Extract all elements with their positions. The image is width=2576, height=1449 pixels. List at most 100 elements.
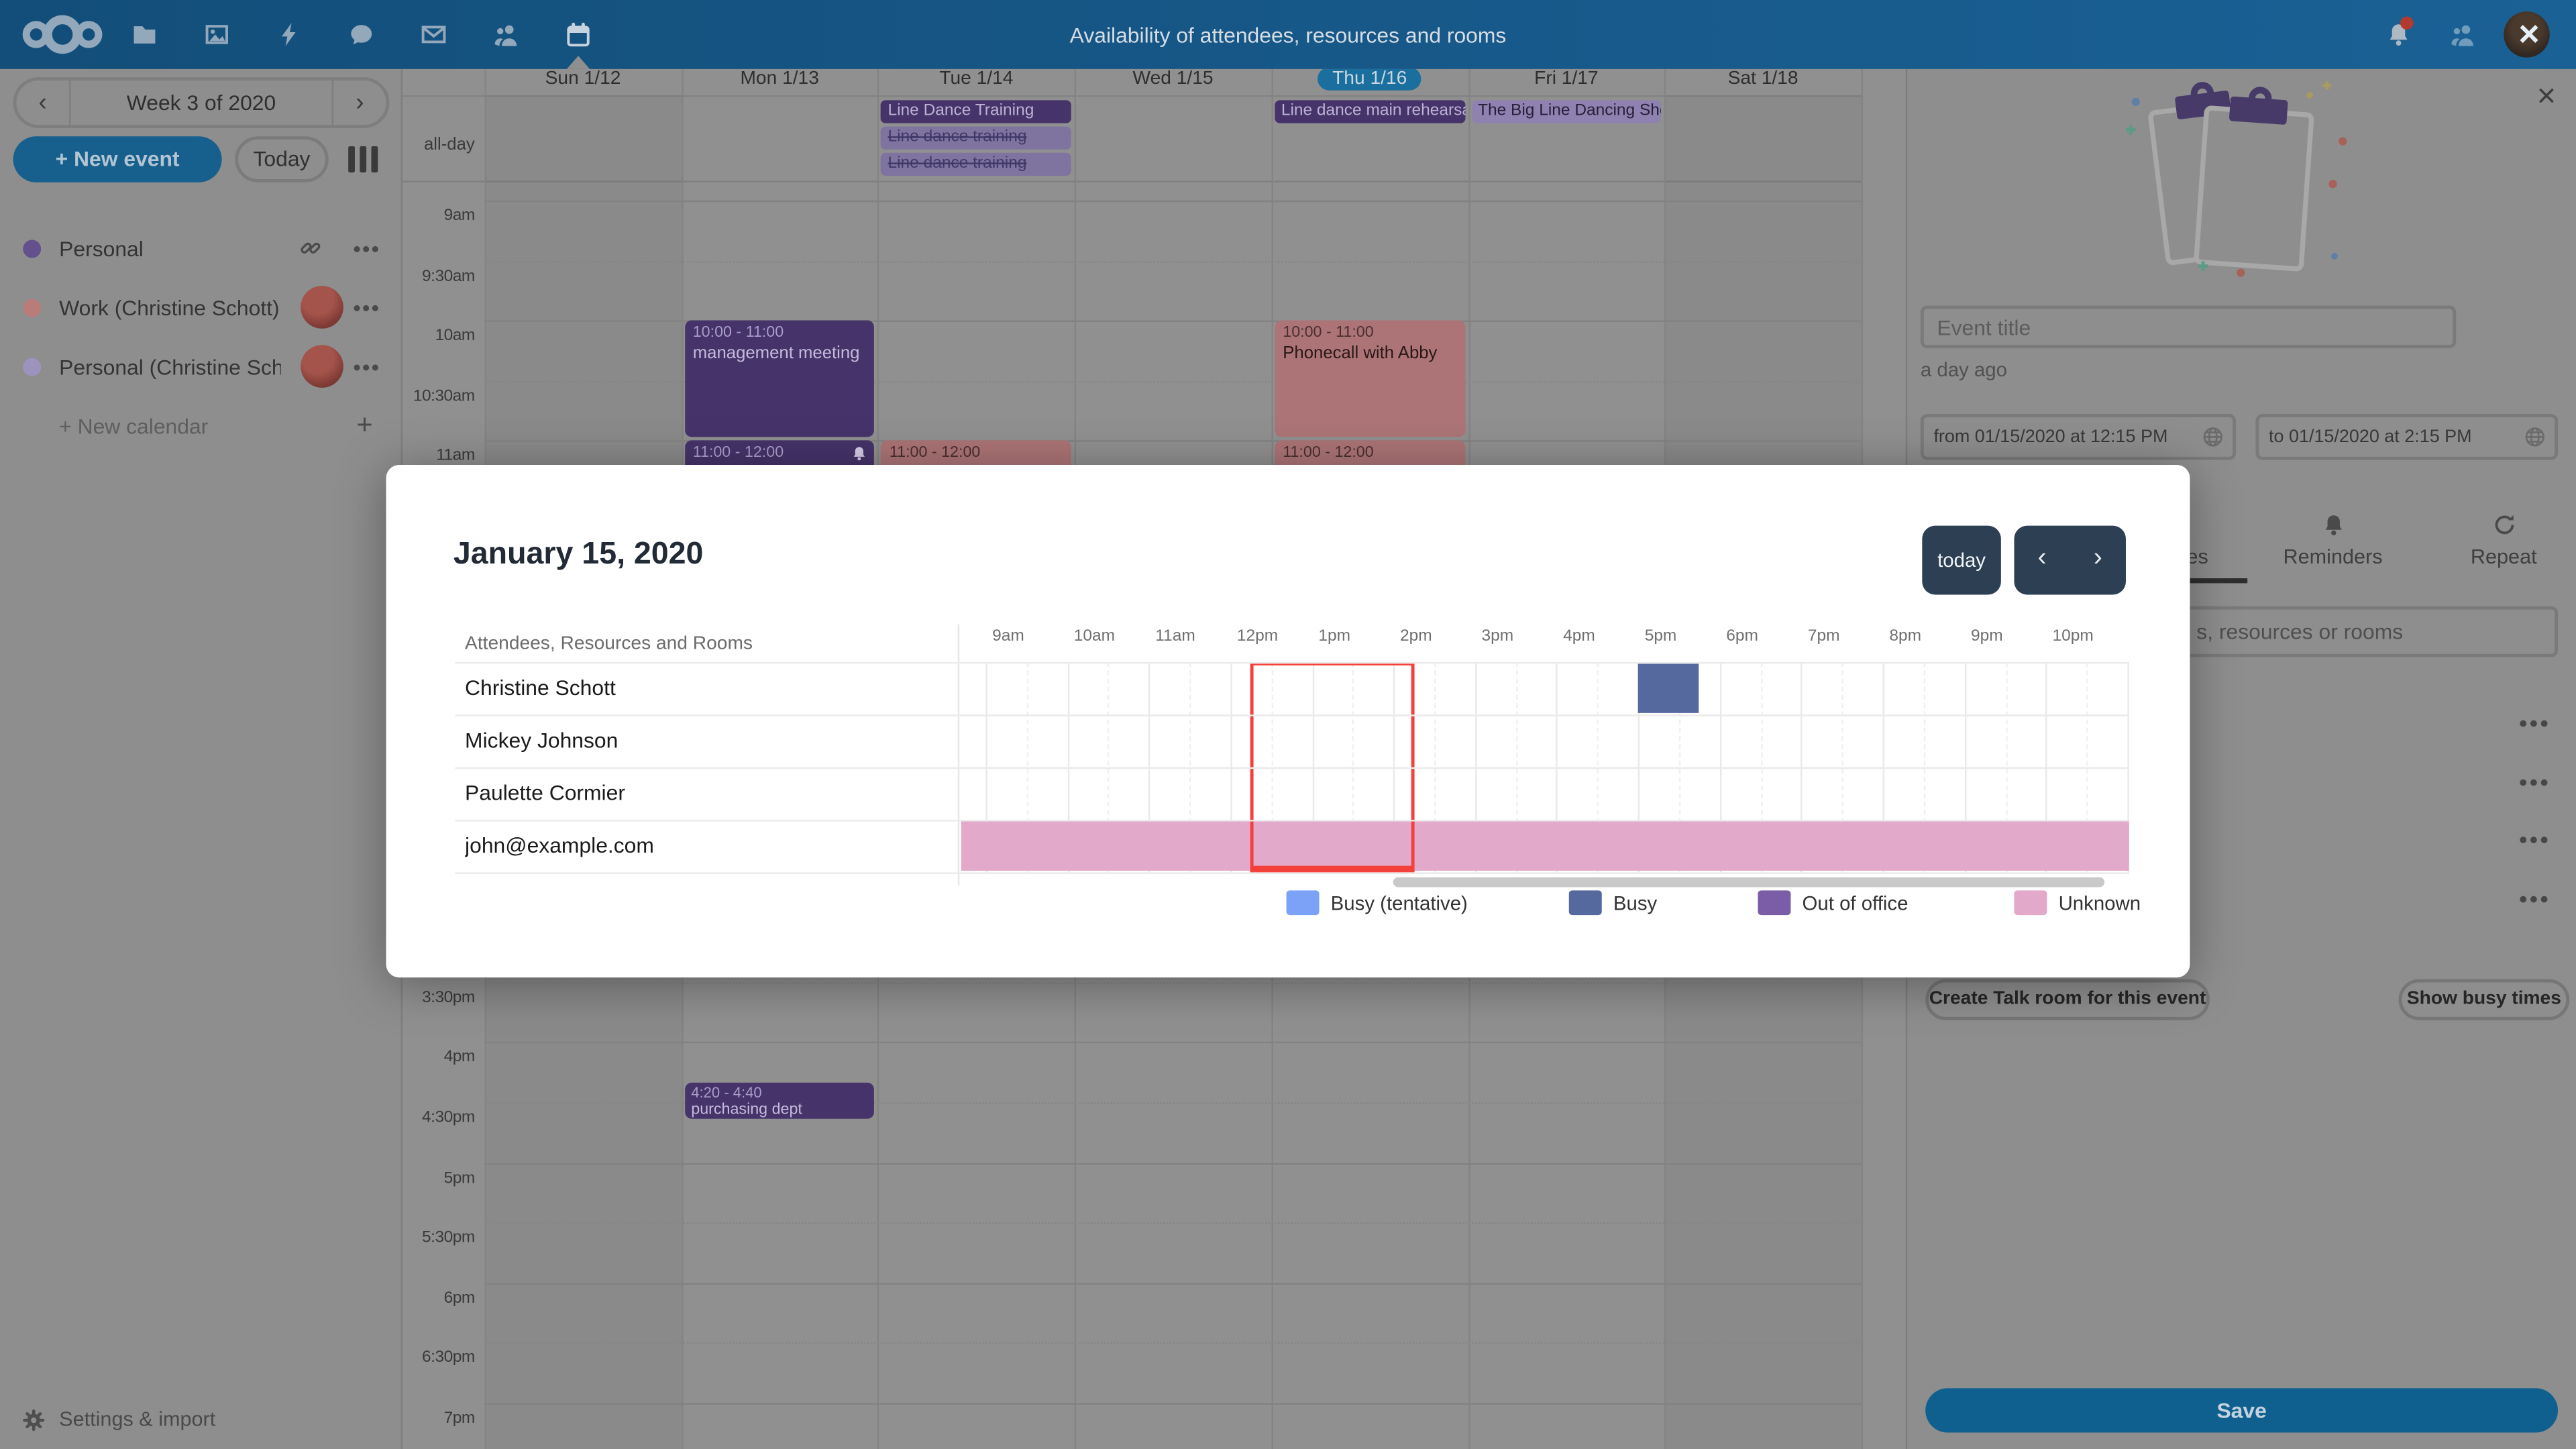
day-header[interactable]: Sat 1/18 [1727, 68, 1799, 89]
time-gutter-label: 6:30pm [422, 1349, 475, 1368]
legend-item: Out of office [1758, 890, 1908, 916]
show-busy-times-button[interactable]: Show busy times [2398, 979, 2570, 1020]
time-gutter-label: 5:30pm [422, 1229, 475, 1248]
divider [331, 80, 334, 125]
timeline-hour-label: 11am [1155, 627, 1195, 646]
calendar-owner-avatar [301, 345, 343, 388]
timeline-hour-label: 2pm [1399, 627, 1432, 646]
allday-event[interactable]: The Big Line Dancing Show [1471, 100, 1662, 123]
attendee-search-input[interactable]: s, resources or rooms [1920, 606, 2559, 657]
modal-prev-day-button[interactable]: ‹ [2037, 543, 2047, 572]
week-label[interactable]: Week 3 of 2020 [126, 90, 276, 115]
start-datetime-input[interactable]: from 01/15/2020 at 12:15 PM [1920, 414, 2237, 460]
calendar-actions-menu-icon[interactable]: ••• [353, 354, 381, 379]
photos-app-icon[interactable] [204, 0, 230, 69]
save-button[interactable]: Save [1925, 1388, 2559, 1433]
attendee-actions-menu-icon[interactable]: ••• [2519, 885, 2551, 912]
attendee-actions-menu-icon[interactable]: ••• [2519, 709, 2551, 737]
next-week-button[interactable]: › [356, 89, 364, 117]
event-time: 4:20 - 4:40 [691, 1083, 762, 1101]
today-button[interactable]: Today [235, 136, 329, 182]
grid-hour-line [484, 200, 1862, 203]
contacts-menu-icon[interactable] [2449, 21, 2475, 48]
time-gutter-label: 4pm [443, 1049, 476, 1067]
left-sidebar: ‹ Week 3 of 2020 › + New event Today Per… [0, 68, 403, 1449]
end-datetime-input[interactable]: to 01/15/2020 at 2:15 PM [2255, 414, 2559, 460]
event-time: 10:00 - 11:00 [692, 323, 784, 342]
timeline-scrollbar[interactable] [1393, 877, 2105, 888]
event-title-input[interactable] [1920, 305, 2457, 349]
allday-event[interactable]: Line dance training [881, 126, 1072, 150]
modal-next-day-button[interactable]: › [2093, 543, 2102, 572]
grid-hour-line [484, 1342, 1862, 1345]
attendee-name: Mickey Johnson [465, 727, 619, 753]
share-link-icon[interactable] [299, 237, 322, 260]
timeline-hour-label: 4pm [1563, 627, 1595, 646]
timezone-globe-icon[interactable] [2202, 425, 2224, 448]
modal-today-button[interactable]: today [1922, 525, 2001, 595]
calendar-actions-menu-icon[interactable]: ••• [353, 294, 381, 320]
week-view-toggle-icon[interactable] [345, 142, 381, 178]
day-header[interactable]: Tue 1/14 [939, 68, 1014, 89]
grid-hour-line [484, 1403, 1862, 1405]
talk-app-icon[interactable] [348, 0, 374, 69]
tab-repeat[interactable]: Repeat [2418, 509, 2576, 582]
activity-app-icon[interactable] [276, 0, 302, 69]
user-avatar[interactable]: × [2504, 11, 2550, 58]
allday-event[interactable]: Line dance training [881, 152, 1072, 176]
busy-block [1638, 663, 1700, 713]
nextcloud-logo[interactable] [19, 13, 105, 56]
day-header[interactable]: Thu 1/16 [1271, 68, 1468, 95]
page-title: Availability of attendees, resources and… [1069, 23, 1507, 48]
row-divider [455, 820, 2129, 822]
reminder-bell-icon [852, 446, 868, 462]
grid-hour-line [484, 321, 1862, 323]
attendee-name: Paulette Cormier [465, 780, 625, 806]
timeline-hour-label: 6pm [1726, 627, 1758, 646]
allday-event[interactable]: Line Dance Training [881, 100, 1072, 123]
attendee-actions-menu-icon[interactable]: ••• [2519, 769, 2551, 796]
timezone-globe-icon[interactable] [2524, 425, 2546, 448]
day-header[interactable]: Fri 1/17 [1534, 68, 1599, 89]
calendar-app-icon[interactable] [565, 0, 591, 69]
time-gutter-label: 11am [436, 447, 475, 466]
contacts-app-icon[interactable] [493, 0, 519, 69]
grid-hour-line [484, 380, 1862, 383]
column-divider [957, 624, 960, 886]
calendar-name: Personal [59, 235, 144, 261]
calendar-event[interactable]: 10:00 - 11:00 Phonecall with Abby [1275, 321, 1465, 438]
bell-icon [2247, 513, 2418, 537]
legend-label: Unknown [2058, 891, 2141, 914]
calendar-list: Personal ••• Work (Christine Schott) ••• Per… [0, 219, 402, 396]
day-header[interactable]: Mon 1/13 [740, 68, 819, 89]
day-header[interactable]: Wed 1/15 [1132, 68, 1214, 89]
calendar-color-dot [23, 357, 42, 376]
attendee-name: Christine Schott [465, 675, 616, 700]
active-app-indicator [566, 56, 590, 69]
calendar-name: Work (Christine Schott) [59, 294, 280, 320]
modal-date-title: January 15, 2020 [453, 537, 704, 572]
calendar-event[interactable]: 4:20 - 4:40 purchasing dept [684, 1082, 875, 1120]
event-title: management meeting [692, 343, 860, 364]
create-talk-room-button[interactable]: Create Talk room for this event [1925, 979, 2210, 1020]
time-gutter-label: 5pm [443, 1169, 476, 1187]
day-header[interactable]: Sun 1/12 [545, 68, 621, 89]
calendar-list-item[interactable]: Work (Christine Schott) ••• [0, 278, 402, 337]
attendee-actions-menu-icon[interactable]: ••• [2519, 826, 2551, 853]
new-calendar-button[interactable]: + New calendar + [0, 396, 402, 455]
calendar-list-item[interactable]: Personal ••• [0, 219, 402, 278]
settings-import-button[interactable]: Settings & import [0, 1395, 402, 1444]
end-datetime-value: to 01/15/2020 at 2:15 PM [2269, 427, 2472, 447]
tab-reminders[interactable]: Reminders [2247, 509, 2418, 582]
calendar-list-item[interactable]: Personal (Christine Scho… ••• [0, 337, 402, 396]
close-icon[interactable]: × [2536, 78, 2557, 115]
calendar-event[interactable]: 10:00 - 11:00 management meeting [684, 321, 875, 438]
new-event-button[interactable]: + New event [13, 136, 222, 182]
files-app-icon[interactable] [131, 0, 158, 69]
timeline-hour-label: 10pm [2052, 627, 2094, 646]
mail-app-icon[interactable] [421, 0, 447, 69]
allday-event[interactable]: Line dance main rehearsal [1275, 100, 1465, 123]
calendar-actions-menu-icon[interactable]: ••• [353, 235, 381, 261]
previous-week-button[interactable]: ‹ [38, 89, 47, 117]
